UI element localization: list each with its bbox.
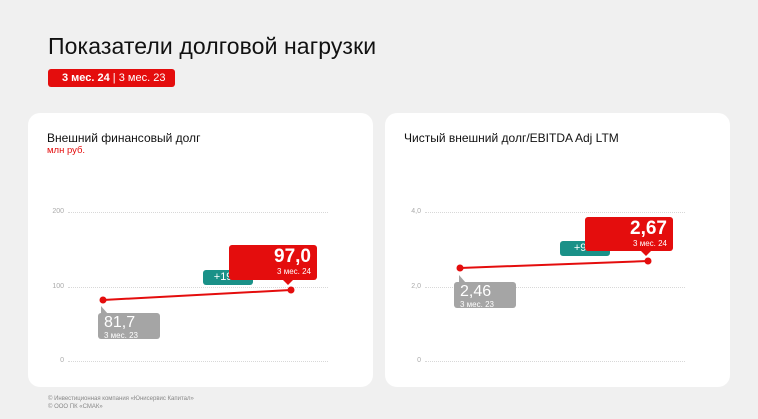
gridline [68, 212, 328, 213]
chart-title: Внешний финансовый долг [47, 131, 201, 145]
gridline [68, 361, 328, 362]
y-tick: 100 [52, 283, 64, 290]
debt-chart-card: Внешний финансовый долг млн руб. 200 100… [28, 113, 373, 387]
prev-value-label: 81,7 3 мес. 23 [98, 313, 160, 340]
curr-value-label: 2,67 3 мес. 24 [585, 217, 673, 251]
prev-value-label: 2,46 3 мес. 23 [454, 282, 516, 309]
y-tick: 2,0 [411, 283, 421, 290]
y-tick: 4,0 [411, 208, 421, 215]
gridline [425, 212, 685, 213]
page-title: Показатели долговой нагрузки [48, 33, 377, 59]
ratio-line [456, 251, 652, 283]
y-tick: 0 [417, 357, 421, 364]
gridline [425, 287, 685, 288]
curr-value-label: 97,0 3 мес. 24 [229, 245, 317, 280]
period-current: 3 мес. 24 [62, 72, 110, 84]
gridline [425, 361, 685, 362]
chart-unit: млн руб. [47, 145, 86, 156]
copyright-line: © Инвестиционная компания «Юнисервис Кап… [48, 396, 194, 402]
copyright-line: © ООО ПК «СМАК» [48, 404, 103, 410]
debt-line [99, 280, 295, 314]
gridline [68, 287, 328, 288]
footer-copyright: © Инвестиционная компания «Юнисервис Кап… [48, 395, 194, 411]
y-tick: 200 [52, 208, 64, 215]
period-previous: 3 мес. 23 [118, 72, 166, 84]
period-separator: | [109, 72, 119, 84]
period-badge: 3 мес. 24 | 3 мес. 23 [48, 69, 176, 87]
chart-title: Чистый внешний долг/EBITDA Adj LTM [404, 131, 619, 145]
y-tick: 0 [60, 357, 64, 364]
ratio-chart-card: Чистый внешний долг/EBITDA Adj LTM 4,0 2… [385, 113, 730, 387]
